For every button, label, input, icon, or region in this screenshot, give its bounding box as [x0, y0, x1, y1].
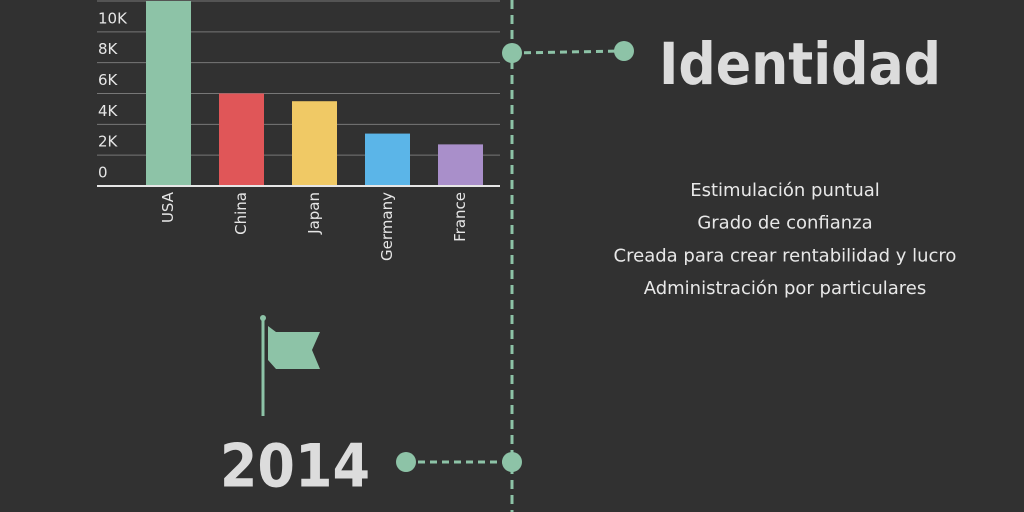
x-tick-label: USA	[159, 191, 177, 223]
chart: 0 2K 4K 6K 8K 10K USA China Japan Germany France	[97, 0, 500, 261]
timeline-dot	[502, 452, 522, 472]
bar	[438, 144, 483, 186]
x-tick-label: France	[451, 192, 469, 242]
connector	[511, 49, 625, 55]
y-tick-label: 10K	[98, 9, 128, 27]
bar	[146, 1, 191, 186]
bar	[365, 133, 410, 186]
y-tick-label: 4K	[98, 102, 119, 120]
y-tick-label: 0	[98, 164, 108, 182]
y-tick-label: 8K	[98, 40, 119, 58]
bar	[219, 93, 264, 186]
timeline-dot	[396, 452, 416, 472]
y-tick-label: 6K	[98, 71, 119, 89]
item-list: Estimulación puntual Grado de confianza Cr…	[614, 180, 957, 299]
year: 2014	[220, 432, 370, 502]
flag-icon	[260, 315, 320, 416]
x-tick-label: China	[232, 192, 250, 235]
timeline-dot	[502, 43, 522, 63]
list-item: Creada para crear rentabilidad y lucro	[614, 245, 957, 266]
x-tick-label: Germany	[378, 192, 396, 261]
list-item: Administración por particulares	[644, 278, 927, 299]
timeline-dot	[614, 41, 634, 61]
bar	[292, 101, 337, 186]
list-item: Grado de confianza	[697, 213, 872, 234]
x-tick-label: Japan	[305, 192, 323, 235]
heading: Identidad	[659, 30, 941, 98]
y-tick-label: 2K	[98, 133, 119, 151]
list-item: Estimulación puntual	[690, 180, 880, 201]
